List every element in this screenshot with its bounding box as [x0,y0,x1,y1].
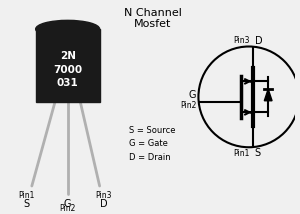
Text: S: S [23,199,29,209]
Text: Pin3: Pin3 [95,191,112,200]
Text: Pin2: Pin2 [59,204,76,213]
Text: Pin1: Pin1 [18,191,34,200]
Ellipse shape [36,20,100,38]
Text: Mosfet: Mosfet [134,19,172,29]
Text: 2N: 2N [60,51,76,61]
Text: D = Drain: D = Drain [129,153,170,162]
Text: Pin3: Pin3 [233,36,250,45]
Bar [36,29,100,102]
Text: Pin1: Pin1 [233,149,250,158]
Text: D: D [100,199,107,209]
Text: N Channel: N Channel [124,8,182,18]
Text: G: G [64,199,71,209]
Text: 7000: 7000 [53,65,82,75]
Text: D: D [255,36,262,46]
Text: S = Source: S = Source [129,126,175,135]
Text: G: G [189,90,196,100]
Text: Pin2: Pin2 [180,101,196,110]
Polygon shape [264,89,272,101]
Text: S: S [255,148,261,158]
Text: G = Gate: G = Gate [129,140,168,149]
Text: 031: 031 [57,78,79,88]
